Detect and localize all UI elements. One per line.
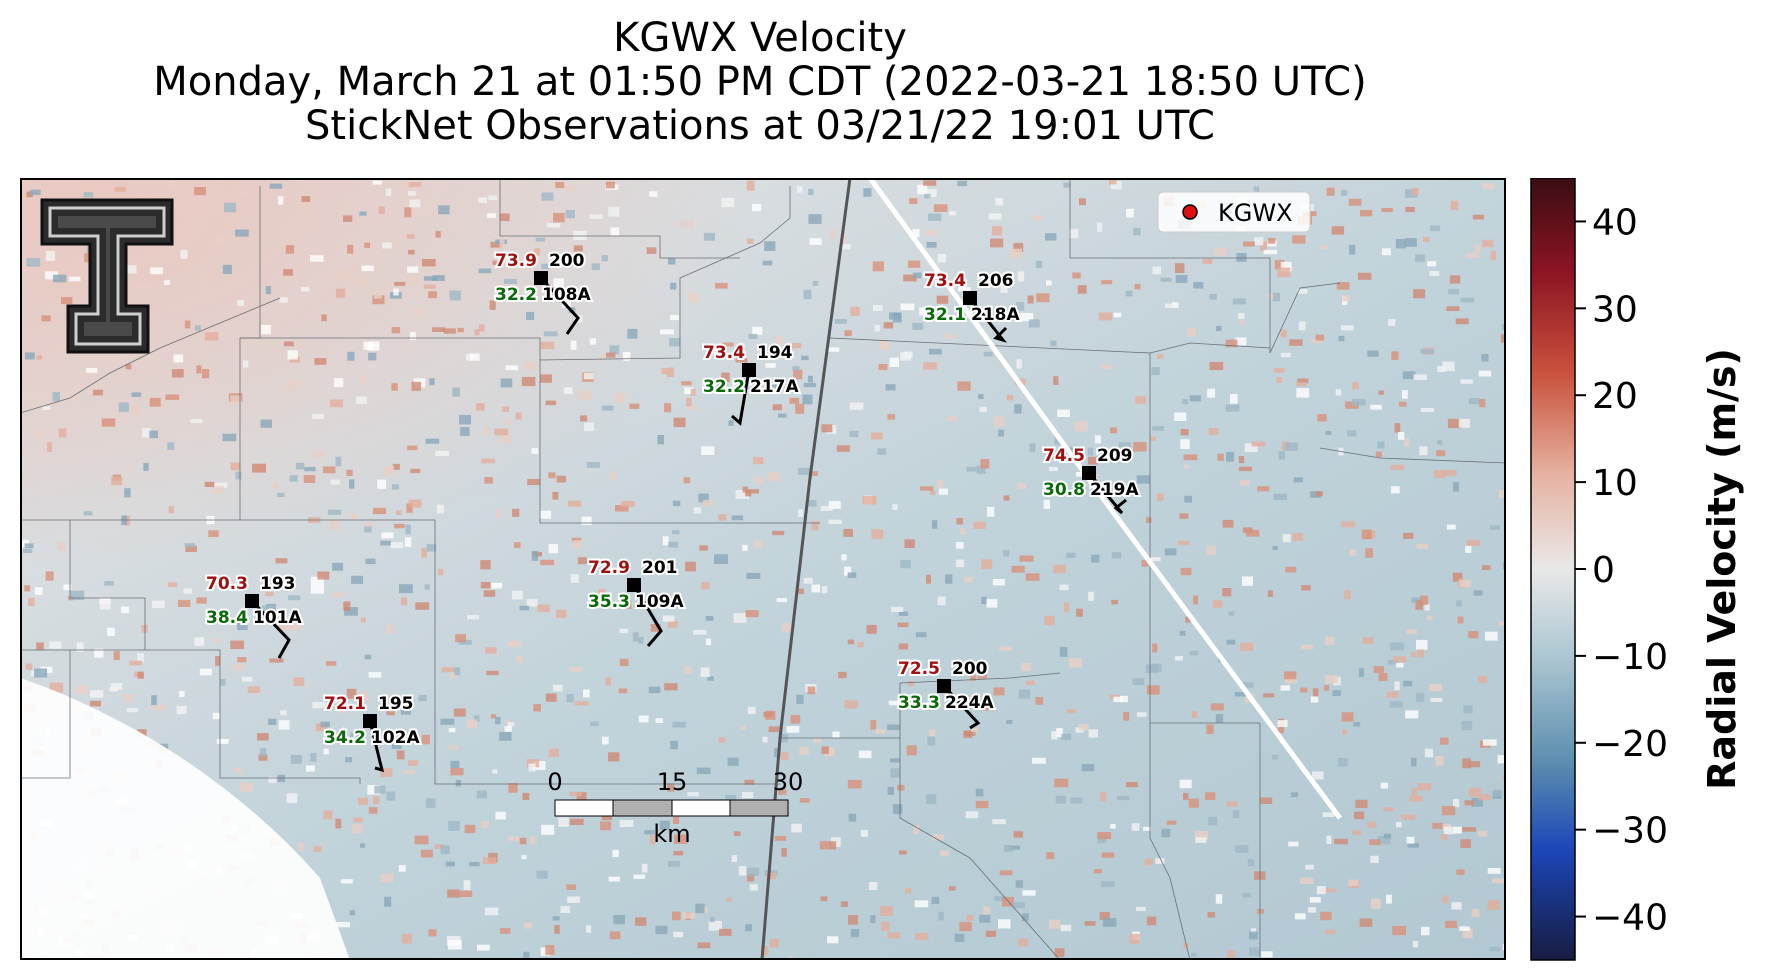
colorbar: 40 30 20 10 0 −10 −20 −30 −40 Radial Velocity (m… [1530,178,1744,961]
title-line-3: StickNet Observations at 03/21/22 19:01 … [305,103,1215,149]
station-id: 224A [945,693,994,713]
station-dewpoint: 33.3 [898,693,940,713]
scale-tick-0: 0 [547,768,562,796]
highway-line [760,178,852,960]
title-line-1: KGWX Velocity [613,15,907,61]
station-101A[interactable]: 70.3 193 38.4 101A [204,572,304,659]
radar-map[interactable]: T KGWX 73.920032.2108A73.420632.1218A73.… [20,178,1506,960]
colorbar-ticks: 40 30 20 10 0 −10 −20 −30 −40 [1575,202,1668,939]
station-marker [245,594,259,608]
station-id: 219A [1090,480,1139,500]
map-legend: KGWX [1157,191,1311,233]
station-dewpoint: 32.2 [495,285,537,305]
station-id: 217A [750,377,799,397]
station-temperature: 73.9 [495,251,537,271]
wind-barb [368,720,385,773]
station-id: 218A [971,305,1020,325]
scale-tick-15: 15 [657,768,688,796]
station-marker [627,578,641,592]
colorbar-tick-label: −10 [1592,637,1668,678]
colorbar-tick-label: 10 [1592,463,1638,504]
radar-radial [867,178,1342,820]
colorbar-tick-label: 20 [1592,376,1638,417]
station-temperature: 70.3 [206,574,248,594]
station-marker [534,271,548,285]
station-temperature: 72.5 [898,659,940,679]
station-218A[interactable]: 73.4 206 32.1 218A [922,269,1022,343]
kgwx-marker-icon [1182,204,1198,220]
velocity-speckles [20,179,1506,960]
station-dewpoint: 35.3 [588,592,630,612]
station-marker [1082,466,1096,480]
colorbar-tick-label: −20 [1592,724,1668,765]
station-marker [937,679,951,693]
title-line-2: Monday, March 21 at 01:50 PM CDT (2022-0… [153,59,1367,105]
station-wind-direction: 194 [757,343,793,363]
station-temperature: 74.5 [1043,446,1085,466]
station-217A[interactable]: 73.4 194 32.2 217A [701,341,801,426]
station-temperature: 73.4 [703,343,745,363]
station-id: 108A [542,285,591,305]
station-marker [742,363,756,377]
station-108A[interactable]: 73.9 200 32.2 108A [493,249,593,335]
wind-barb [942,684,981,730]
station-wind-direction: 200 [952,659,988,679]
station-wind-direction: 209 [1097,446,1133,466]
station-dewpoint: 30.8 [1043,480,1085,500]
colorbar-tick-label: −30 [1592,811,1668,852]
station-wind-direction: 201 [642,558,678,578]
colorbar-label: Radial Velocity (m/s) [1700,348,1744,790]
station-temperature: 73.4 [924,271,966,291]
station-marker [963,291,977,305]
station-id: 102A [371,728,420,748]
texas-tech-logo: T [40,198,174,354]
wind-barb [1087,472,1127,515]
station-id: 101A [253,608,302,628]
station-wind-direction: 193 [260,574,296,594]
station-224A[interactable]: 72.5 200 33.3 224A [896,657,996,730]
station-wind-direction: 200 [549,251,585,271]
station-dewpoint: 32.1 [924,305,966,325]
colorbar-tick-label: −40 [1592,898,1668,939]
map-frame [20,178,1506,960]
wind-barb [250,599,291,659]
station-dewpoint: 38.4 [206,608,248,628]
scale-unit: km [653,820,690,848]
legend-label: KGWX [1218,199,1293,227]
colorbar-tick-label: 40 [1592,202,1638,243]
wind-barb [539,276,580,335]
wind-barb [968,297,1008,343]
station-219A[interactable]: 74.5 209 30.8 219A [1041,444,1141,515]
station-temperature: 72.9 [588,558,630,578]
station-id: 109A [635,592,684,612]
colorbar-tick-label: 30 [1592,289,1638,330]
no-data-region [20,678,350,960]
station-dewpoint: 34.2 [324,728,366,748]
station-temperature: 72.1 [324,694,366,714]
station-102A[interactable]: 72.1 195 34.2 102A [322,692,422,773]
station-109A[interactable]: 72.9 201 35.3 109A [586,556,686,647]
station-wind-direction: 195 [378,694,414,714]
colorbar-tick-label: 0 [1592,550,1615,591]
colorbar-gradient [1530,178,1576,961]
scale-tick-30: 30 [773,768,804,796]
scale-bar: 0 15 30 km [547,768,803,848]
wind-barb [731,369,751,426]
county-boundaries [20,178,1506,960]
station-wind-direction: 206 [978,271,1014,291]
station-dewpoint: 32.2 [703,377,745,397]
station-marker [363,714,377,728]
wind-barb [632,584,663,647]
